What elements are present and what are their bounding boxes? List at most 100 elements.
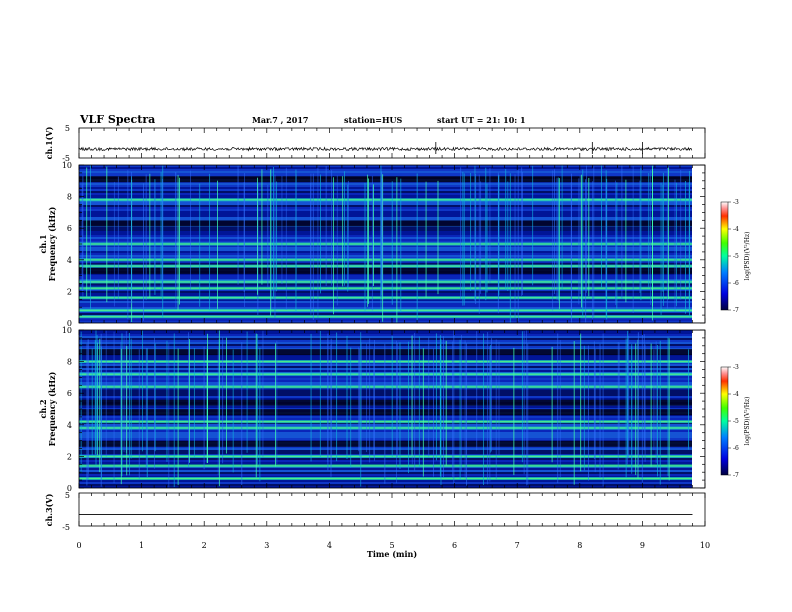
spec-sferic [336,175,338,306]
spec-sferic [527,343,529,485]
spec-row [79,398,693,400]
spec-sferic [443,336,444,478]
spec-sferic [123,335,125,453]
spec-sferic [586,165,587,293]
ch1-ytick-neg5: -5 [62,154,70,163]
spec-sferic [517,170,519,322]
spec-row [79,334,693,336]
spec-row [79,183,693,185]
spec-row [79,211,693,213]
spec-sferic [452,341,453,477]
spec-sferic [344,171,345,286]
ch1-spectrogram-image [79,165,693,323]
spec-row [79,332,693,334]
spec-row [79,189,693,191]
spec-sferic [257,177,258,295]
spec-sferic [244,173,245,308]
spec-row [79,213,693,215]
spec-row [79,356,693,358]
spec-sferic [274,174,276,318]
spec-sferic [145,174,147,301]
ch2-spec-yticklabels: 0 2 4 6 8 10 [62,326,72,493]
spec-row [79,277,693,279]
spec-sferic [189,339,190,463]
spec-sferic [246,331,248,453]
colorbar-tick-label: -4 [733,391,739,398]
spec-sferic [327,333,329,471]
spec-sferic [143,183,144,321]
spec-row [79,289,693,291]
spec-sferic [667,337,669,476]
spec-sferic [650,169,652,305]
spec-row [79,319,693,321]
spec-sferic [635,343,637,475]
spec-row [79,201,693,203]
spec-sferic [557,333,559,484]
spec-sferic [628,335,630,459]
spec-sferic [478,174,480,314]
spec-row [79,305,693,307]
spec-row [79,482,693,484]
spec-sferic [513,347,515,476]
spec-row [79,233,693,235]
spec-sferic [440,339,442,485]
spec-sferic [489,168,491,284]
spec-sferic [281,175,283,285]
spec-bright-line [79,465,693,467]
spec-row [79,406,693,408]
spec-dark-band [79,267,693,274]
spec-sferic [350,347,352,468]
spec-sferic [459,339,461,480]
spec-sferic [599,343,601,479]
x-tick-label: 4 [327,541,332,550]
spec-row [79,378,693,380]
spec-row [79,293,693,295]
spec-sferic [105,330,107,457]
spec-bright-line [79,421,693,423]
spec-row [79,458,693,460]
spec-sferic [87,339,89,474]
spec-sferic [578,178,580,305]
spec-sferic [154,343,156,452]
spec-row [79,370,693,372]
spec-sferic [106,166,108,303]
spec-row [79,229,693,231]
spec-sferic [507,181,509,291]
spec-sferic [514,174,516,318]
ch2-spec-empty-region [692,330,705,488]
spec-sferic [95,330,97,466]
spec-sferic [255,333,257,478]
spec-row [79,237,693,239]
spec-row [79,175,693,177]
x-tick-label: 5 [389,541,394,550]
ch1-waveform-line [78,146,693,152]
spec-row [79,215,693,217]
spec-sferic [347,180,349,287]
ch1-spec-channel-label: ch.1 [38,234,48,253]
spec-sferic [445,340,447,466]
spec-sferic [168,342,170,488]
spec-row [79,227,693,229]
spec-sferic [556,177,558,301]
spec-row [79,348,693,350]
spec-sferic [657,345,658,477]
spec-row [79,301,693,303]
spec-dark-band [79,220,693,227]
spec-sferic [373,349,375,457]
spec-sferic [558,178,560,309]
spec-sferic [285,167,287,310]
spec-sferic [86,167,88,297]
spec-sferic [637,332,639,467]
spec-sferic [396,342,398,458]
spec-sferic [96,335,98,450]
spec-sferic [381,178,383,287]
spec-row [79,275,693,277]
ch1-waveform-ylabel: ch.1(V) [44,126,54,159]
spec-sferic [489,344,491,453]
spec-row [79,472,693,474]
spec-sferic [331,170,333,286]
spec-row [79,279,693,281]
spec-sferic [371,175,373,311]
spec-sferic [243,182,245,292]
spec-bright-line [79,373,693,375]
